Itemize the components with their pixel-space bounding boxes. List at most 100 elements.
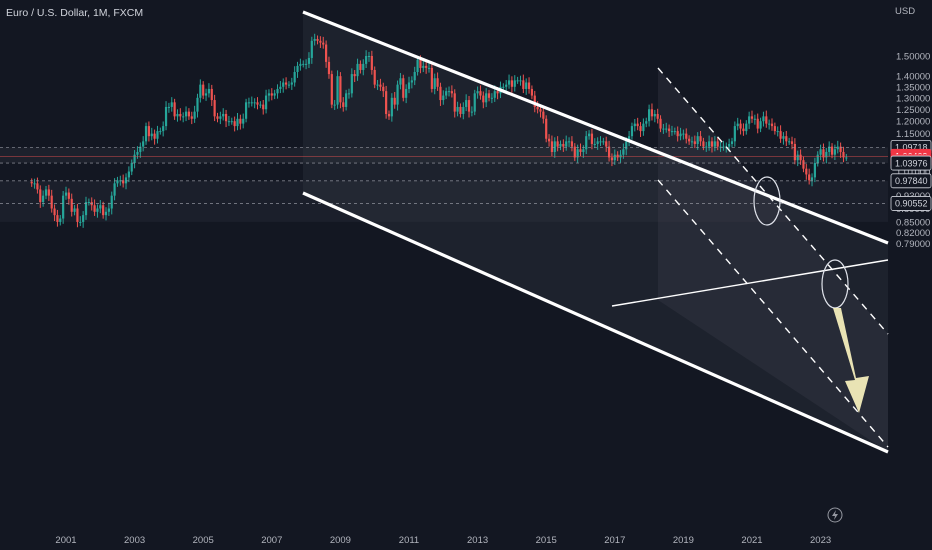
candle-body [779,131,781,139]
price-tags: 1.097181.0640901:40:201.039760.978400.90… [891,140,931,210]
candle-body [757,119,759,129]
candle-body [411,80,413,82]
candle-body [354,74,356,76]
candle-body [316,39,318,41]
candle-body [565,141,567,146]
candle-body [299,64,301,66]
candle-body [225,114,227,121]
candle-body [797,155,799,161]
candle-body [462,107,464,114]
candle-body [459,107,461,114]
x-tick-label: 2003 [124,535,145,546]
candle-body [399,78,401,84]
candle-body [422,66,424,68]
candle-body [482,96,484,103]
candle-body [845,157,847,158]
candle-body [302,64,304,65]
candle-body [93,205,95,212]
candle-body [71,199,73,212]
candle-body [605,141,607,146]
candle-body [785,136,787,141]
candle-body [634,124,636,126]
candle-body [728,144,730,147]
candle-body [282,82,284,86]
x-tick-label: 2009 [330,535,351,546]
candle-body [431,68,433,89]
candle-body [351,74,353,93]
candle-body [216,116,218,118]
candle-body [559,144,561,147]
candle-body [314,39,316,41]
candle-body [276,89,278,93]
candle-body [336,76,338,104]
candle-body [179,114,181,116]
candle-body [379,85,381,87]
candle-body [108,209,110,212]
candle-body [665,129,667,130]
candle-body [391,98,393,117]
candle-body [817,155,819,163]
candle-body [374,70,376,85]
candle-body [614,155,616,161]
candle-body [291,82,293,84]
candle-body [742,129,744,132]
candle-body [208,89,210,93]
candle-body [425,66,427,68]
x-tick-label: 2007 [261,535,282,546]
candle-body [214,100,216,116]
candle-body [697,136,699,144]
candle-body [799,155,801,161]
candle-body [548,139,550,142]
candle-body [53,209,55,216]
candle-body [668,129,670,132]
candle-body [408,82,410,88]
x-tick-label: 2017 [604,535,625,546]
candle-body [165,107,167,126]
candle-body [471,112,473,113]
candle-body [654,114,656,116]
candle-body [811,177,813,180]
candle-body [185,112,187,117]
candle-body [265,96,267,110]
candle-body [285,82,287,84]
candle-body [571,141,573,146]
candle-body [259,105,261,106]
candle-body [537,107,539,109]
candle-body [168,107,170,108]
y-tick-label: 0.79000 [896,239,930,250]
candle-body [159,131,161,132]
candle-body [105,212,107,215]
candle-body [376,85,378,86]
x-tick-label: 2023 [810,535,831,546]
candle-body [525,82,527,88]
candle-body [242,119,244,124]
candle-body [182,116,184,117]
candle-body [436,78,438,87]
candle-body [631,126,633,136]
candle-body [414,72,416,80]
candle-body [254,102,256,103]
candle-body [708,141,710,146]
candle-body [196,98,198,112]
candle-body [76,209,78,222]
candle-body [774,126,776,131]
candle-body [794,144,796,160]
candle-body [85,202,87,215]
candle-body [36,183,38,189]
candle-body [528,82,530,88]
candle-body [759,121,761,128]
candle-body [174,102,176,116]
candle-body [611,157,613,160]
candle-body [279,87,281,89]
candle-body [574,147,576,158]
candle-body [322,43,324,45]
candle-body [511,80,513,86]
candle-body [465,100,467,107]
candle-body [339,76,341,102]
candle-body [682,134,684,135]
candle-body [762,116,764,121]
candle-body [188,112,190,117]
candle-body [485,93,487,102]
candle-body [765,116,767,123]
